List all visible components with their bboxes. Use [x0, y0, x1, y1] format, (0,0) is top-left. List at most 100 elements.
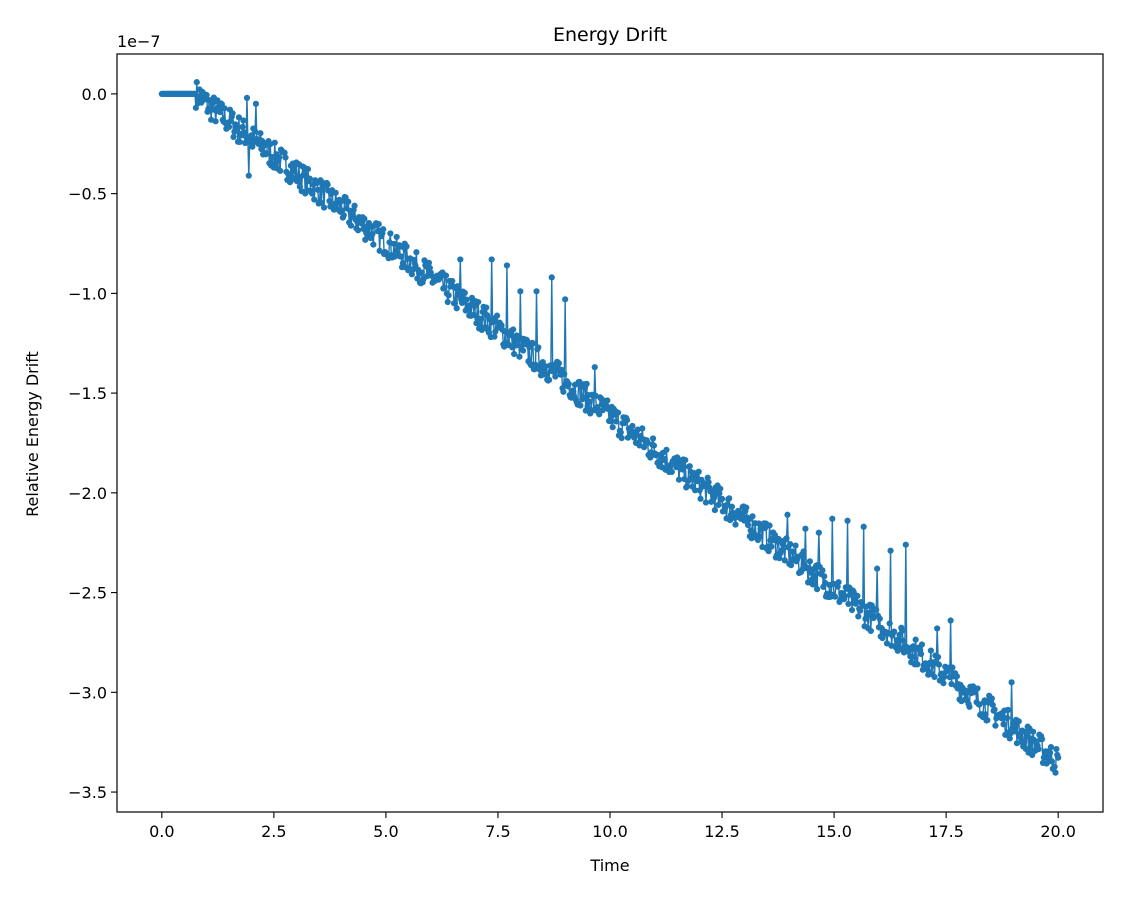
data-point	[216, 109, 224, 116]
data-point	[390, 240, 398, 247]
data-point	[369, 230, 376, 238]
data-point	[802, 525, 809, 532]
data-point	[252, 100, 260, 107]
data-point	[463, 296, 470, 303]
data-point	[380, 226, 387, 233]
data-point	[479, 308, 486, 315]
y-tick-label: 0.0	[82, 85, 107, 104]
data-point	[908, 653, 916, 661]
y-axis-offset-label: 1e−7	[117, 32, 161, 51]
data-point	[711, 506, 718, 514]
data-point	[271, 139, 278, 146]
data-point	[953, 673, 960, 680]
data-point	[623, 416, 631, 424]
plot-area	[158, 79, 1062, 776]
data-point	[245, 172, 252, 179]
data-point	[661, 456, 668, 463]
data-point	[609, 424, 616, 431]
data-point	[844, 517, 851, 524]
data-point	[732, 521, 739, 528]
data-point	[512, 342, 519, 349]
x-tick-label: 10.0	[592, 822, 628, 841]
data-point	[841, 592, 848, 599]
data-point	[510, 350, 518, 358]
data-point	[900, 637, 907, 644]
data-point	[618, 434, 625, 442]
data-point	[259, 137, 266, 145]
data-point	[413, 249, 420, 256]
data-point	[239, 123, 246, 131]
data-point	[493, 312, 501, 319]
data-point	[966, 703, 973, 710]
data-point	[991, 706, 998, 713]
data-point	[599, 407, 606, 414]
data-point	[874, 565, 881, 572]
data-point	[931, 673, 938, 681]
data-point	[902, 541, 909, 548]
data-point	[766, 522, 773, 529]
data-point	[591, 364, 598, 371]
data-point	[548, 274, 555, 281]
data-point	[240, 117, 247, 124]
data-point	[1038, 736, 1046, 743]
data-point	[1035, 746, 1042, 753]
data-point	[560, 388, 567, 395]
data-point	[461, 289, 468, 297]
data-point	[613, 418, 620, 425]
data-point	[891, 628, 898, 635]
data-point	[800, 548, 807, 555]
data-point	[941, 673, 948, 680]
data-point	[418, 269, 425, 276]
data-point	[234, 126, 241, 133]
data-point	[831, 593, 839, 600]
data-point	[697, 495, 704, 502]
data-point	[848, 606, 856, 614]
data-point	[251, 128, 259, 135]
data-point	[375, 220, 382, 228]
data-point	[988, 695, 995, 702]
data-point	[682, 456, 689, 464]
plot-frame	[116, 53, 1104, 813]
data-point	[517, 288, 524, 295]
data-point	[445, 292, 452, 299]
data-point	[650, 442, 658, 449]
data-point	[771, 531, 779, 539]
data-point	[879, 634, 886, 642]
data-point	[717, 485, 724, 492]
data-point	[692, 487, 699, 494]
data-point	[705, 479, 712, 486]
data-point	[776, 555, 783, 562]
x-tick-label: 2.5	[261, 822, 286, 841]
data-point	[491, 333, 498, 340]
data-point	[749, 513, 756, 520]
data-point	[1040, 754, 1047, 761]
data-point	[358, 220, 365, 227]
data-point	[617, 429, 624, 436]
data-point	[516, 353, 523, 360]
data-point	[311, 196, 318, 203]
data-point	[992, 722, 999, 729]
data-point	[396, 242, 403, 249]
data-point	[191, 90, 199, 97]
data-point	[989, 701, 996, 709]
data-point	[855, 613, 862, 620]
data-point	[444, 298, 451, 306]
data-point	[457, 256, 464, 263]
data-point	[475, 298, 482, 306]
data-point	[815, 529, 822, 536]
data-point	[787, 540, 794, 548]
data-point	[555, 360, 563, 367]
data-point	[277, 167, 284, 174]
data-point	[927, 647, 935, 654]
x-tick-label: 12.5	[704, 822, 740, 841]
data-point	[862, 615, 869, 622]
data-point	[332, 189, 339, 196]
data-point	[449, 277, 456, 285]
data-point	[873, 606, 880, 613]
data-point	[246, 138, 253, 145]
data-point	[607, 418, 615, 425]
data-point	[783, 535, 790, 542]
data-point	[728, 503, 736, 510]
data-point	[193, 79, 200, 86]
data-point	[276, 154, 283, 161]
